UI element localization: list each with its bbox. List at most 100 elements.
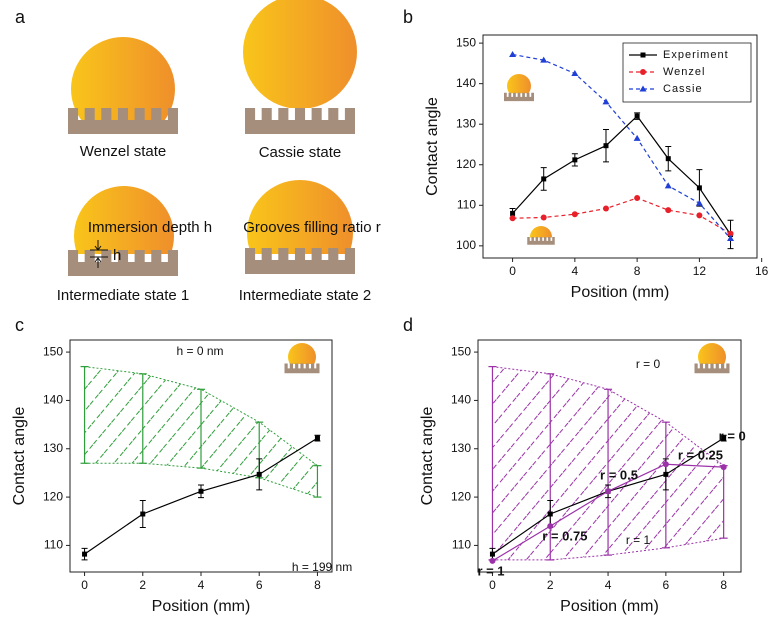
marker bbox=[634, 194, 641, 201]
plot-frame bbox=[482, 34, 758, 259]
marker bbox=[602, 98, 610, 105]
substrate bbox=[694, 363, 730, 374]
marker bbox=[605, 488, 612, 495]
substrate bbox=[68, 250, 178, 276]
marker bbox=[664, 182, 672, 189]
x-tick-label: 6 bbox=[256, 578, 263, 592]
series-line bbox=[512, 197, 731, 235]
state-name: Wenzel state bbox=[80, 143, 166, 160]
chart: d 110 120 130 140 150 0 2 4 6 8 Position (mm) Contac… bbox=[403, 315, 746, 615]
y-tick-label: 110 bbox=[44, 538, 63, 552]
band-boundary bbox=[492, 366, 724, 467]
substrate bbox=[68, 108, 178, 134]
legend-marker bbox=[640, 52, 646, 58]
droplet bbox=[74, 186, 174, 254]
legend-label: Wenzel bbox=[663, 66, 705, 78]
marker bbox=[489, 551, 495, 557]
chart: b 100 110 120 130 140 150 0 4 8 12 16 Position (mm) C… bbox=[403, 7, 769, 301]
marker bbox=[541, 176, 547, 182]
legend-label: Experiment bbox=[663, 49, 729, 61]
marker bbox=[571, 211, 578, 218]
legend-marker bbox=[640, 69, 646, 75]
marker bbox=[572, 157, 578, 163]
x-tick-label: 6 bbox=[663, 578, 670, 592]
state-name: Cassie state bbox=[259, 144, 342, 161]
marker bbox=[633, 134, 641, 141]
marker bbox=[696, 185, 702, 191]
marker bbox=[662, 461, 669, 468]
marker bbox=[720, 464, 727, 471]
panel-label: d bbox=[403, 315, 413, 335]
y-tick-label: 140 bbox=[456, 76, 476, 90]
x-axis-label: Position (mm) bbox=[560, 598, 659, 615]
droplet bbox=[288, 343, 316, 364]
band-boundary bbox=[84, 366, 318, 467]
marker bbox=[571, 70, 579, 77]
droplet bbox=[243, 0, 357, 108]
y-tick-label: 120 bbox=[456, 157, 476, 171]
marker bbox=[198, 488, 204, 494]
point-label: r = 0.5 bbox=[600, 468, 638, 483]
series-line bbox=[512, 53, 731, 239]
marker bbox=[140, 511, 146, 517]
y-axis-label: Contact angle bbox=[11, 407, 28, 506]
band-label: h = 0 nm bbox=[176, 344, 223, 358]
x-tick-label: 2 bbox=[547, 578, 554, 592]
y-tick-label: 130 bbox=[451, 441, 471, 455]
marker bbox=[509, 215, 516, 222]
x-tick-label: 0 bbox=[81, 578, 88, 592]
y-axis-label: Contact angle bbox=[419, 407, 436, 506]
y-tick-label: 120 bbox=[43, 489, 63, 503]
legend-label: Cassie bbox=[663, 83, 703, 95]
state-name: Intermediate state 2 bbox=[239, 287, 372, 304]
substrate bbox=[245, 248, 355, 274]
y-axis-label: Contact angle bbox=[424, 97, 441, 196]
marker bbox=[314, 435, 320, 441]
marker bbox=[603, 143, 609, 149]
x-tick-label: 4 bbox=[605, 578, 612, 592]
x-tick-label: 8 bbox=[634, 264, 641, 278]
y-tick-label: 150 bbox=[43, 344, 63, 358]
panel-label: b bbox=[403, 7, 413, 27]
droplet bbox=[507, 74, 531, 94]
marker bbox=[665, 156, 671, 162]
marker bbox=[509, 50, 517, 57]
band-boundary bbox=[84, 462, 318, 498]
panel-label: c bbox=[15, 315, 24, 335]
x-axis-label: Position (mm) bbox=[152, 598, 251, 615]
marker bbox=[547, 511, 553, 517]
x-tick-label: 8 bbox=[720, 578, 727, 592]
state-name: Intermediate state 1 bbox=[57, 287, 190, 304]
y-tick-label: 130 bbox=[43, 441, 63, 455]
marker bbox=[540, 56, 548, 63]
x-tick-label: 4 bbox=[572, 264, 579, 278]
panel-label: a bbox=[15, 7, 26, 27]
depth-arrows bbox=[90, 240, 108, 268]
x-axis-label: Position (mm) bbox=[571, 284, 670, 301]
substrate bbox=[527, 237, 555, 245]
marker bbox=[82, 551, 88, 557]
marker bbox=[663, 471, 669, 477]
point-label: r = 0.75 bbox=[542, 529, 587, 544]
band-label: r = 1 bbox=[626, 533, 651, 547]
substrate bbox=[284, 363, 320, 374]
y-tick-label: 140 bbox=[43, 393, 63, 407]
point-label: r = 0.25 bbox=[678, 448, 723, 463]
point-label: r = 1 bbox=[477, 563, 504, 578]
plot-frame bbox=[477, 339, 742, 573]
x-tick-label: 8 bbox=[314, 578, 321, 592]
band-label: h = 199 nm bbox=[292, 560, 352, 574]
marker bbox=[721, 435, 727, 441]
marker bbox=[602, 205, 609, 212]
series-line bbox=[512, 115, 732, 235]
substrate bbox=[245, 108, 355, 134]
y-tick-label: 130 bbox=[456, 116, 476, 130]
x-tick-label: 16 bbox=[755, 264, 769, 278]
marker bbox=[634, 113, 640, 119]
point-label: r = 0 bbox=[719, 429, 746, 444]
y-tick-label: 140 bbox=[451, 393, 471, 407]
droplet bbox=[698, 343, 726, 364]
chart: c 110 120 130 140 150 0 2 4 6 8 Position (mm) Contac… bbox=[11, 315, 352, 615]
x-tick-label: 2 bbox=[139, 578, 146, 592]
